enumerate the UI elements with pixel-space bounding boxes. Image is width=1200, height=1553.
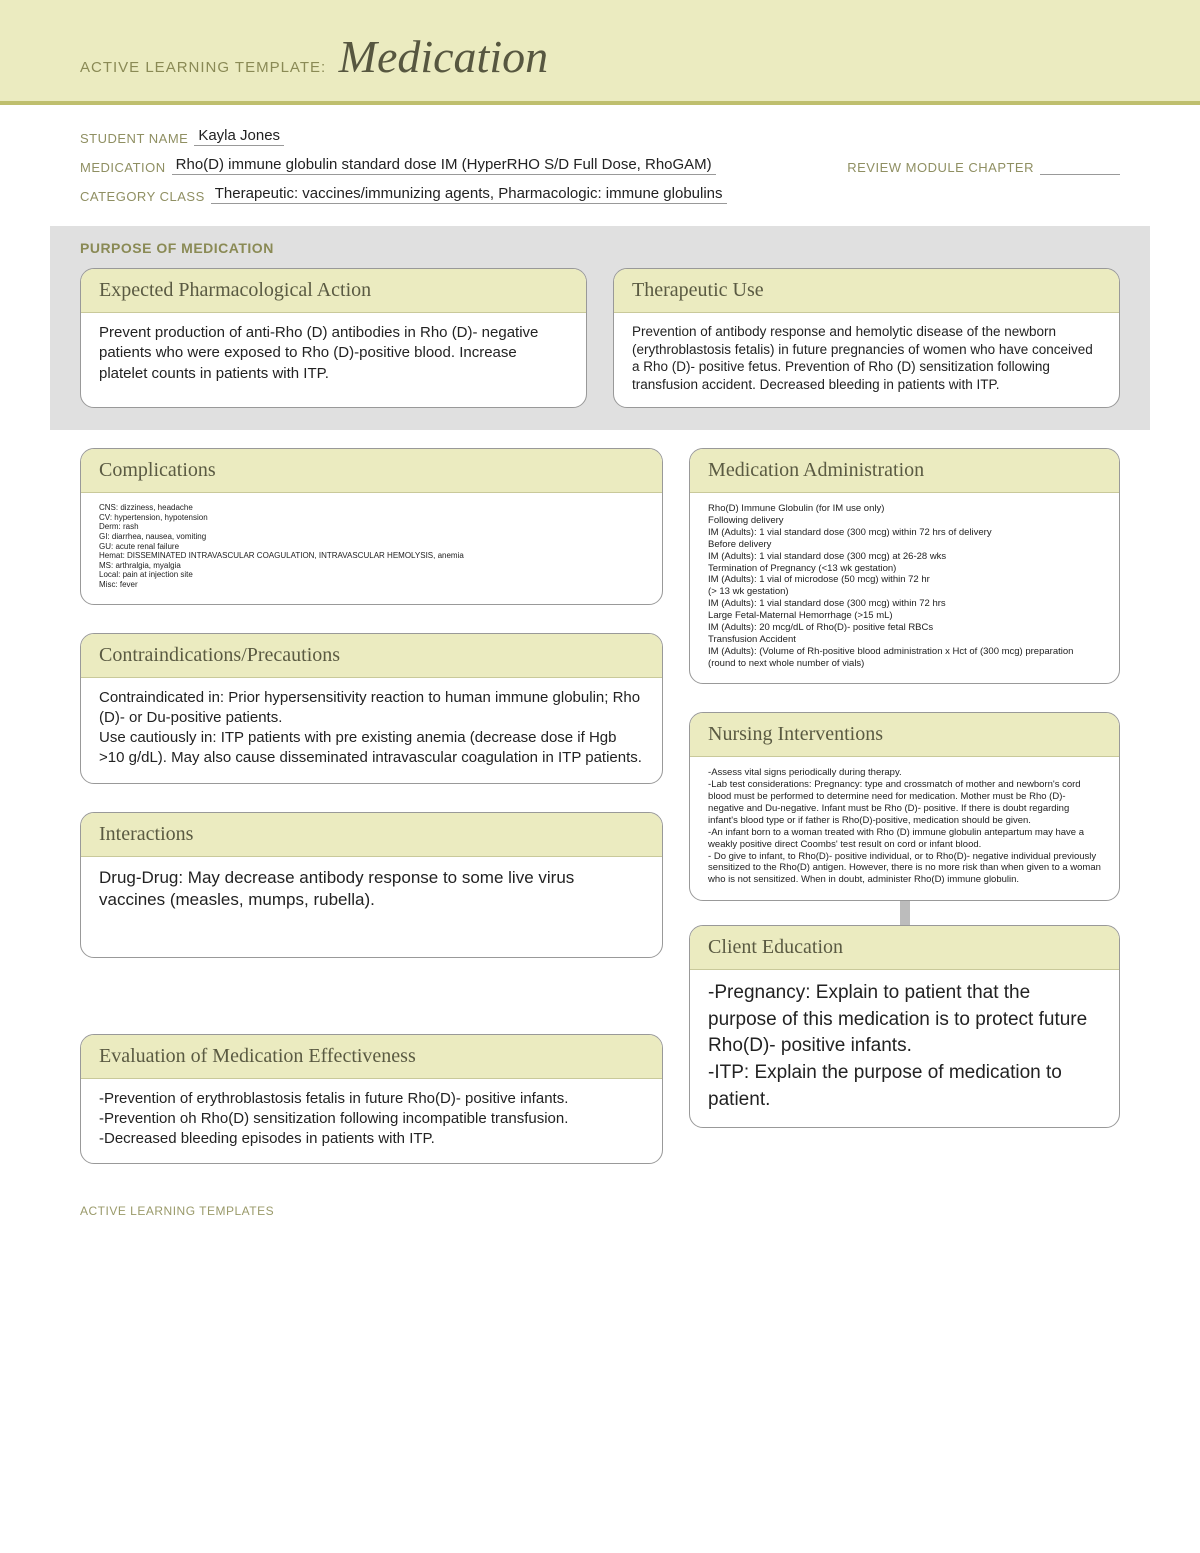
connector [900, 901, 910, 925]
student-label: STUDENT NAME [80, 131, 188, 146]
complications-title: Complications [81, 449, 662, 493]
pharm-action-body: Prevent production of anti-Rho (D) antib… [81, 313, 586, 398]
therapeutic-use-title: Therapeutic Use [614, 269, 1119, 313]
card-nursing-interventions: Nursing Interventions -Assess vital sign… [689, 712, 1120, 901]
card-evaluation: Evaluation of Medication Effectiveness -… [80, 1034, 663, 1165]
card-pharm-action: Expected Pharmacological Action Prevent … [80, 268, 587, 408]
category-label: CATEGORY CLASS [80, 189, 205, 204]
contra-title: Contraindications/Precautions [81, 634, 662, 678]
card-client-education: Client Education -Pregnancy: Explain to … [689, 925, 1120, 1128]
interactions-body: Drug-Drug: May decrease antibody respons… [81, 857, 662, 957]
contra-body: Contraindicated in: Prior hypersensitivi… [81, 678, 662, 783]
meta-row-student: STUDENT NAME Kayla Jones [80, 127, 1120, 146]
interactions-title: Interactions [81, 813, 662, 857]
nursing-title: Nursing Interventions [690, 713, 1119, 757]
evaluation-body: -Prevention of erythroblastosis fetalis … [81, 1079, 662, 1164]
nursing-body: -Assess vital signs periodically during … [690, 757, 1119, 900]
meta-block: STUDENT NAME Kayla Jones MEDICATION Rho(… [0, 105, 1200, 226]
card-therapeutic-use: Therapeutic Use Prevention of antibody r… [613, 268, 1120, 408]
card-complications: Complications CNS: dizziness, headache C… [80, 448, 663, 604]
admin-title: Medication Administration [690, 449, 1119, 493]
footer: ACTIVE LEARNING TEMPLATES [0, 1194, 1200, 1258]
complications-body: CNS: dizziness, headache CV: hypertensio… [81, 493, 662, 603]
review-label: REVIEW MODULE CHAPTER [847, 160, 1034, 175]
pharm-action-title: Expected Pharmacological Action [81, 269, 586, 313]
purpose-section: PURPOSE OF MEDICATION Expected Pharmacol… [50, 226, 1150, 430]
column-left: Complications CNS: dizziness, headache C… [80, 448, 663, 1164]
header-band: ACTIVE LEARNING TEMPLATE: Medication [0, 0, 1200, 105]
card-contraindications: Contraindications/Precautions Contraindi… [80, 633, 663, 784]
admin-body: Rho(D) Immune Globulin (for IM use only)… [690, 493, 1119, 683]
medication-value: Rho(D) immune globulin standard dose IM … [172, 156, 716, 175]
therapeutic-use-body: Prevention of antibody response and hemo… [614, 313, 1119, 407]
purpose-title: PURPOSE OF MEDICATION [80, 240, 1120, 256]
education-title: Client Education [690, 926, 1119, 970]
review-blank [1040, 161, 1120, 175]
card-interactions: Interactions Drug-Drug: May decrease ant… [80, 812, 663, 958]
medication-label: MEDICATION [80, 160, 166, 175]
evaluation-title: Evaluation of Medication Effectiveness [81, 1035, 662, 1079]
page: ACTIVE LEARNING TEMPLATE: Medication STU… [0, 0, 1200, 1258]
meta-row-category: CATEGORY CLASS Therapeutic: vaccines/imm… [80, 185, 1120, 204]
meta-row-medication: MEDICATION Rho(D) immune globulin standa… [80, 156, 1120, 175]
category-value: Therapeutic: vaccines/immunizing agents,… [211, 185, 727, 204]
education-body: -Pregnancy: Explain to patient that the … [690, 970, 1119, 1127]
student-value: Kayla Jones [194, 127, 284, 146]
header-title: Medication [339, 30, 549, 83]
column-right: Medication Administration Rho(D) Immune … [689, 448, 1120, 1128]
card-medication-admin: Medication Administration Rho(D) Immune … [689, 448, 1120, 684]
header-prefix: ACTIVE LEARNING TEMPLATE: [80, 59, 326, 76]
columns: Complications CNS: dizziness, headache C… [0, 430, 1200, 1194]
